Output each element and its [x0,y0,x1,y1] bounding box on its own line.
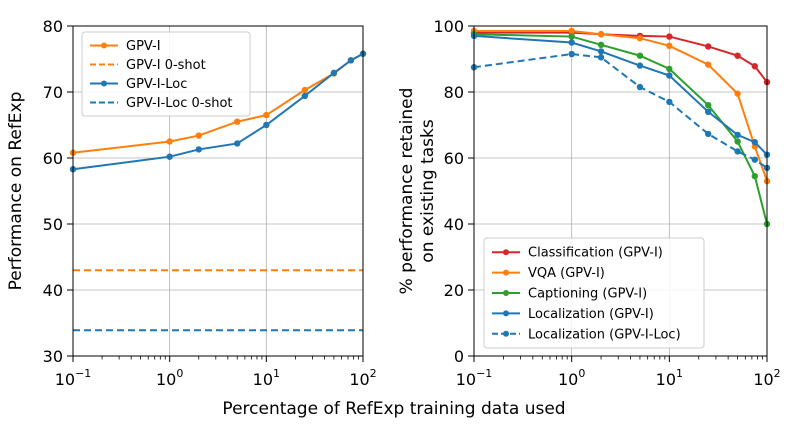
y-tick-label: 30 [43,347,63,366]
data-point [734,52,741,59]
data-point [666,42,673,49]
legend-label: VQA (GPV-I) [528,266,605,281]
x-tick-label: 101 [253,367,280,389]
series-line-vqa-gpv-i- [474,29,768,182]
y-tick-label: 70 [43,83,63,102]
data-point [568,39,575,46]
y-tick-label: 60 [444,149,464,168]
data-point [597,48,605,55]
data-point [597,54,605,61]
series-line-localization-gpv-i-loc- [473,53,768,169]
data-point [666,72,673,79]
data-point [234,140,241,147]
right-chart-panel: 10−1 100 101 102 0 20 40 60 80 100 % performance r… [397,17,781,389]
legend-marker [503,310,509,317]
data-point [734,90,741,97]
data-point [195,146,202,153]
data-point [330,69,338,77]
data-point [751,172,758,180]
legend-label: GPV-I 0-shot [126,58,206,73]
legend-label: Localization (GPV-I) [528,307,654,322]
data-point [347,57,355,64]
legend-label: Captioning (GPV-I) [528,287,647,302]
data-point [734,131,741,139]
legend: Classification (GPV-I) VQA (GPV-I) Caption… [483,237,705,349]
legend-label: Localization (GPV-I-Loc) [528,327,681,342]
data-point [568,50,575,58]
legend-box [483,237,705,349]
data-point [734,138,741,145]
series-line-classification-gpv-i- [474,31,768,83]
data-point [751,156,758,163]
data-point [666,65,673,73]
legend-marker [101,42,107,49]
data-point [666,33,673,40]
data-point [166,153,173,160]
legend-label: GPV-I-Loc [126,77,187,92]
data-point [734,148,741,155]
data-point [666,98,673,106]
legend-marker [503,249,509,256]
data-point [704,108,712,116]
legend-label: GPV-I-Loc 0-shot [126,96,233,111]
data-point [195,132,202,139]
data-point [263,111,270,119]
data-point [301,92,309,100]
plot-frame [72,25,364,357]
legend-label: GPV-I [126,39,161,54]
data-point [636,35,644,42]
data-point [597,41,605,49]
data-point [751,63,758,70]
legend: GPV-I GPV-I 0-shot GPV-I-Loc GPV-I-Loc 0-sh… [81,31,251,117]
y-tick-label: 50 [43,215,63,234]
y-tick-label: 60 [43,149,63,168]
data-point [704,61,712,68]
series-line-localization-gpv-i- [473,34,768,156]
legend-marker [503,330,509,337]
data-point [751,138,758,146]
legend-marker [101,80,107,87]
data-point [597,31,605,38]
legend-box [81,31,251,117]
data-point [636,83,644,91]
x-tick-label: 10−1 [456,367,493,389]
data-point [636,62,644,69]
data-point [636,52,644,59]
y-tick-label: 100 [433,17,464,36]
y-tick-label: 20 [444,281,464,300]
x-tick-label: 100 [558,367,585,389]
x-tick-label: 102 [349,367,376,389]
y-axis-title: Performance on RefExp [6,92,26,291]
y-tick-label: 80 [43,17,63,36]
data-point [301,86,309,94]
data-point [704,130,712,138]
data-point [568,27,575,35]
x-tick-label: 102 [753,367,780,389]
y-axis-title-line2: on existing tasks [418,119,438,263]
legend-marker [503,290,509,296]
legend-marker [503,269,509,276]
data-point [704,102,712,109]
y-tick-label: 0 [454,347,464,366]
x-tick-label: 101 [656,367,683,389]
legend-label: Classification (GPV-I) [528,246,663,261]
y-tick-label: 80 [444,83,464,102]
data-point [234,118,241,125]
x-axis-title: Percentage of RefExp training data used [222,399,565,419]
data-point [704,43,712,50]
data-point [263,121,270,129]
x-tick-label: 10−1 [55,367,92,389]
y-axis-title: % performance retained [397,88,417,295]
left-chart-panel: 10−1 100 101 102 30 40 50 60 70 80 Performance on … [6,17,377,389]
plot-frame [473,25,768,357]
data-point [166,138,173,145]
x-tick-label: 100 [156,367,183,389]
series-line-captioning-gpv-i- [473,33,768,225]
y-tick-label: 40 [43,281,63,300]
y-tick-label: 40 [444,215,464,234]
data-point [568,33,575,40]
